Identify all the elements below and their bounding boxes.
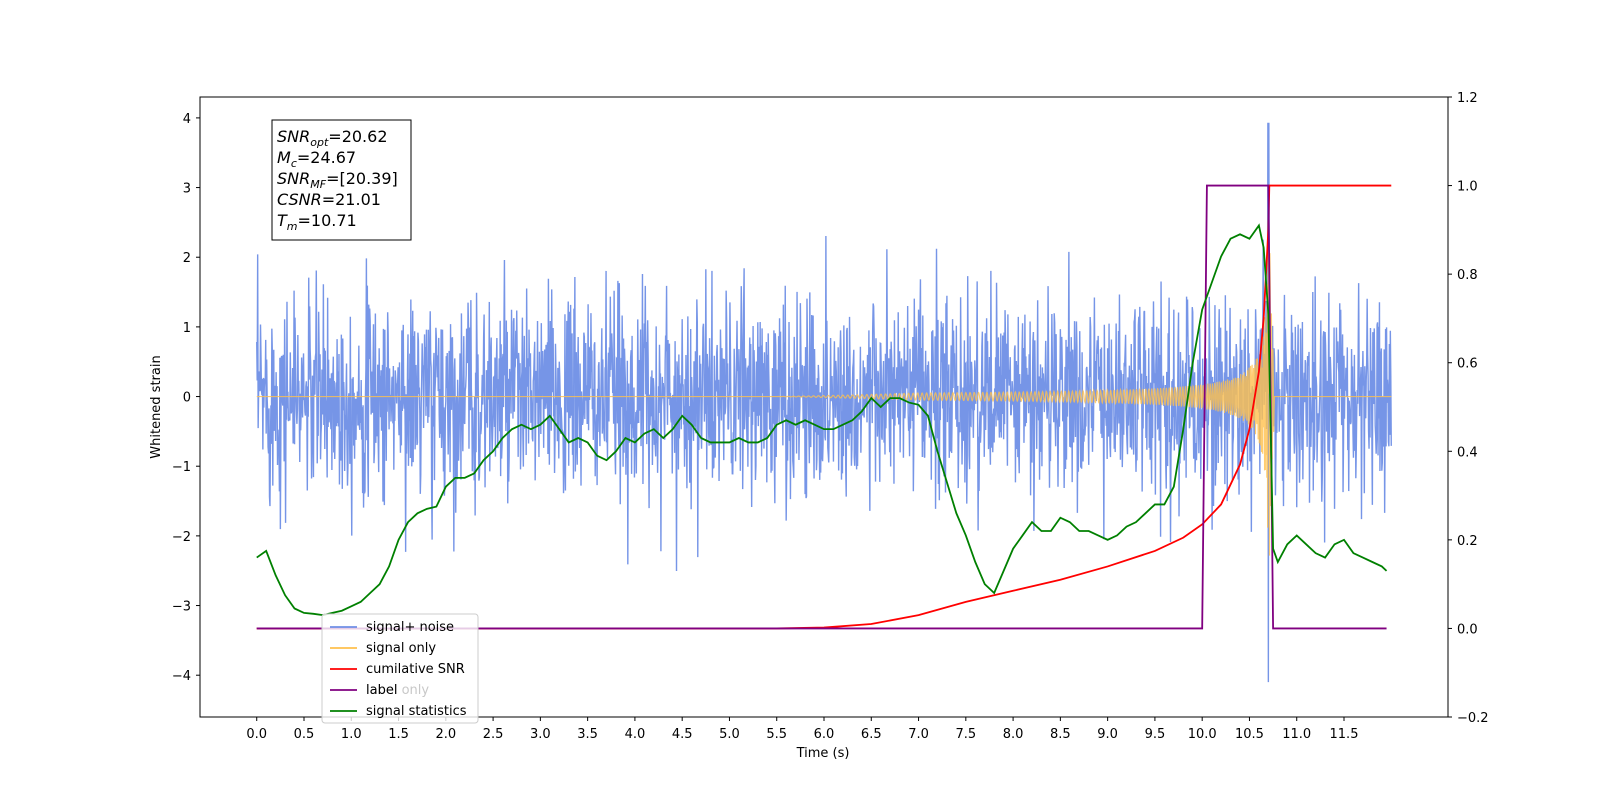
x-tick-label: 1.0 [341,727,362,742]
legend-frame [321,613,479,724]
x-tick-label: 9.0 [1097,727,1118,742]
y-tick-label: 3 [183,182,191,197]
x-tick-label: 0.5 [294,727,315,742]
annotation-symbol: T [277,211,288,230]
y-tick-label: −2 [172,530,191,545]
x-tick-label: 4.5 [672,727,693,742]
x-tick-label: 8.0 [1003,727,1024,742]
y-tick-label: 1 [183,321,191,336]
legend-ghost-text: label only [366,683,429,698]
x-tick-label: 9.5 [1145,727,1166,742]
x-tick-label: 1.5 [388,727,409,742]
y2-tick-label: −0.2 [1457,711,1489,726]
annotation-line: CSNR=21.01 [277,190,381,209]
annotation-subscript: c [291,157,297,170]
annotation-line: Mc=24.67 [277,148,356,170]
y-axis-right: 1.2 1.0 0.8 0.6 0.4 0.2 0.0 −0.2 [1448,91,1489,726]
x-tick-label: 7.0 [908,727,929,742]
series-signal-statistics [256,223,1388,617]
x-tick-label: 7.5 [955,727,976,742]
y-tick-label: 0 [183,391,191,406]
y-tick-label: 2 [183,251,191,266]
legend-label: signal only [366,641,436,656]
annotation-line: Tm=10.71 [277,211,357,233]
y2-tick-label: 0.2 [1457,534,1478,549]
x-tick-label: 2.0 [435,727,456,742]
y2-tick-label: 1.0 [1457,180,1478,195]
x-tick-label: 5.5 [766,727,787,742]
annotation-subscript: MF [310,178,326,191]
annotation-symbol: M [277,148,291,167]
legend-label: label [366,683,397,698]
x-tick-label: 3.5 [577,727,598,742]
legend-label: signal+ noise [366,620,454,635]
y-axis-label: Whitened strain [149,355,164,458]
x-axis-label: Time (s) [796,746,850,761]
y2-tick-label: 1.2 [1457,91,1478,106]
annotation-frame [271,119,412,241]
annotation-symbol: SNR [277,169,310,188]
x-tick-label: 3.0 [530,727,551,742]
annotation-value: =10.71 [298,211,357,230]
y2-tick-label: 0.4 [1457,445,1478,460]
series-signal-only [256,250,1392,556]
annotation-line: SNRMF=[20.39] [277,169,398,191]
series-signal-plus-noise [256,122,1392,683]
annotation-symbol: SNR [277,127,310,146]
x-tick-label: 6.0 [814,727,835,742]
annotation-value: =24.67 [297,148,356,167]
y-tick-label: −4 [172,669,191,684]
legend-label: signal statistics [366,704,467,719]
x-tick-label: 10.0 [1188,727,1217,742]
x-tick-label: 10.5 [1235,727,1264,742]
x-tick-label: 11.0 [1282,727,1311,742]
series-label [256,184,1387,630]
legend: label only signal+ noise signal only cumila… [321,613,479,724]
series-layer [256,122,1392,683]
x-tick-label: 11.5 [1330,727,1359,742]
annotation-value: =20.62 [328,127,387,146]
x-tick-label: 0.0 [246,727,267,742]
annotation-value: =21.01 [322,190,381,209]
x-tick-label: 4.0 [625,727,646,742]
x-tick-label: 6.5 [861,727,882,742]
y-tick-label: −3 [172,600,191,615]
annotation-symbol: CSNR [277,190,322,209]
y-tick-label: 4 [183,112,191,127]
x-axis: 0.0 0.5 1.0 1.5 2.0 2.5 3.0 3.5 4.0 4.5 5.0 5.5 6.0 6… [246,717,1358,742]
x-tick-label: 8.5 [1050,727,1071,742]
y-tick-label: −1 [172,460,191,475]
y2-tick-label: 0.0 [1457,622,1478,637]
y-axis-left: 4 3 2 1 0 −1 −2 −3 −4 [172,112,200,684]
series-cumulative-snr [256,184,1392,630]
y2-tick-label: 0.6 [1457,357,1478,372]
annotation-value: =[20.39] [326,169,398,188]
legend-label: cumilative SNR [366,662,465,677]
annotation-subscript: m [287,220,298,233]
x-tick-label: 5.0 [719,727,740,742]
y2-tick-label: 0.8 [1457,268,1478,283]
x-tick-label: 2.5 [483,727,504,742]
annotation-subscript: opt [310,136,329,149]
annotation-line: SNRopt=20.62 [277,127,388,149]
annotation-box: SNRopt=20.62Mc=24.67SNRMF=[20.39]CSNR=21… [271,119,412,241]
